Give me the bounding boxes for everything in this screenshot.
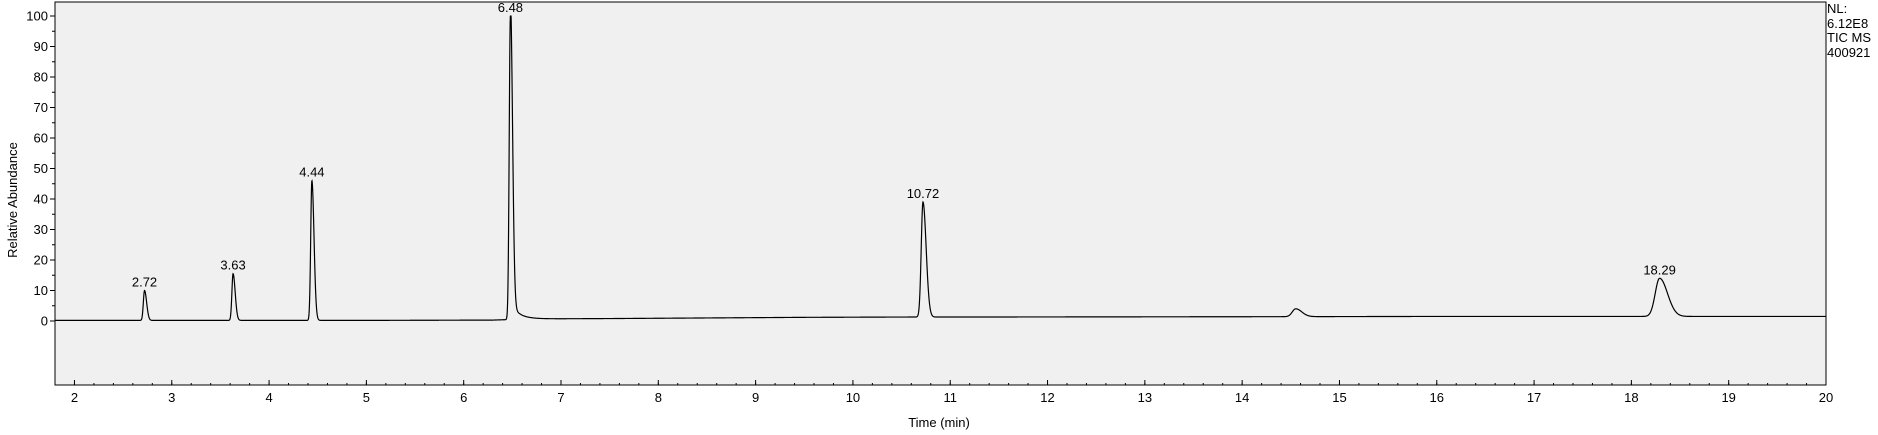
y-tick-label: 80	[34, 70, 48, 85]
normalization-info: NL: 6.12E8 TIC MS 400921	[1827, 1, 1872, 60]
x-tick-label: 11	[943, 390, 957, 405]
x-tick-label: 16	[1430, 390, 1444, 405]
tic-trace-line	[55, 15, 1826, 321]
x-tick-label: 5	[363, 390, 370, 405]
nl-line-3: TIC MS	[1827, 30, 1872, 45]
y-tick-label: 20	[34, 253, 48, 268]
y-tick-label: 60	[34, 131, 48, 146]
x-tick-label: 2	[71, 390, 78, 405]
x-tick-label: 18	[1624, 390, 1638, 405]
peak-label: 3.63	[220, 258, 245, 273]
peak-label: 6.48	[498, 0, 523, 15]
x-tick-label: 13	[1138, 390, 1152, 405]
x-tick-label: 17	[1527, 390, 1541, 405]
x-tick-label: 9	[752, 390, 759, 405]
x-tick-label: 15	[1332, 390, 1346, 405]
y-axis: 0 10 20 30 40 50 60 70 80 90 100	[26, 9, 55, 329]
nl-line-4: 400921	[1827, 44, 1871, 60]
x-tick-label: 8	[655, 390, 662, 405]
x-tick-label: 6	[460, 390, 467, 405]
peak-label: 18.29	[1643, 262, 1676, 277]
nl-line-2: 6.12E8	[1827, 15, 1869, 31]
x-tick-label: 10	[846, 390, 860, 405]
x-axis: 2 3 4 5 6 7 8 9 10 11 12 13 14 15 16 17 18 19 20	[71, 380, 1833, 405]
y-tick-label: 0	[41, 314, 48, 329]
y-tick-label: 70	[34, 100, 48, 115]
plot-area	[54, 1, 1827, 386]
y-axis-title: Relative Abundance	[5, 142, 20, 258]
y-tick-label: 40	[34, 192, 48, 207]
x-axis-title: Time (min)	[908, 415, 970, 430]
y-tick-label: 90	[34, 39, 48, 54]
x-tick-label: 14	[1235, 390, 1249, 405]
nl-line-1: NL:	[1827, 1, 1848, 16]
y-tick-label: 30	[34, 222, 48, 237]
peak-label: 4.44	[299, 165, 324, 180]
y-tick-label: 10	[34, 283, 48, 298]
y-tick-label: 50	[34, 161, 48, 176]
x-tick-label: 4	[265, 390, 272, 405]
x-tick-label: 19	[1721, 390, 1735, 405]
y-tick-label: 100	[26, 9, 48, 24]
x-tick-label: 7	[557, 390, 564, 405]
x-tick-label: 20	[1819, 390, 1833, 405]
peak-label: 10.72	[907, 186, 940, 201]
peak-label: 2.72	[132, 275, 157, 290]
peak-labels: 2.72 3.63 4.44 6.48 10.72 18.29	[132, 0, 1676, 290]
x-tick-label: 12	[1040, 390, 1054, 405]
x-tick-label: 3	[168, 390, 175, 405]
